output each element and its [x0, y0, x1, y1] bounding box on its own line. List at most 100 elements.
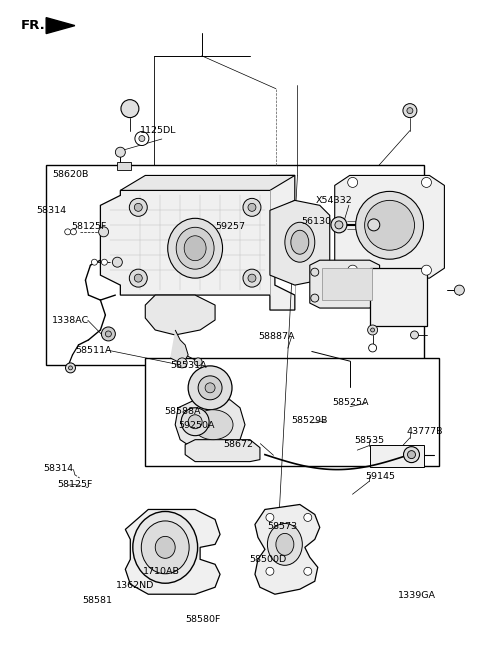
Circle shape — [403, 104, 417, 118]
Circle shape — [198, 376, 222, 400]
Ellipse shape — [141, 521, 189, 574]
Ellipse shape — [291, 230, 309, 254]
Circle shape — [368, 219, 380, 231]
Text: 56130: 56130 — [301, 217, 331, 226]
Polygon shape — [175, 400, 245, 450]
Text: 58511A: 58511A — [75, 346, 111, 355]
Text: 58620B: 58620B — [52, 170, 89, 179]
Circle shape — [115, 147, 125, 157]
Circle shape — [243, 269, 261, 287]
Text: 58525A: 58525A — [332, 398, 369, 407]
Circle shape — [404, 447, 420, 463]
Circle shape — [348, 178, 358, 187]
Bar — [145, 358, 439, 465]
Circle shape — [101, 327, 115, 341]
Polygon shape — [185, 439, 260, 462]
Polygon shape — [255, 505, 320, 594]
Circle shape — [304, 514, 312, 521]
Text: 1339GA: 1339GA — [398, 591, 436, 600]
Circle shape — [205, 383, 215, 393]
Text: 59145: 59145 — [365, 471, 396, 480]
Circle shape — [106, 331, 111, 337]
Text: 1362ND: 1362ND — [116, 581, 154, 590]
Text: 58535: 58535 — [354, 436, 384, 445]
Text: 58125F: 58125F — [57, 480, 93, 489]
Text: 58588A: 58588A — [164, 407, 201, 416]
Circle shape — [311, 294, 319, 302]
Ellipse shape — [168, 218, 223, 278]
Circle shape — [421, 265, 432, 275]
Circle shape — [65, 363, 75, 373]
Text: 58314: 58314 — [36, 206, 67, 215]
Text: 59250A: 59250A — [179, 421, 215, 430]
Circle shape — [304, 567, 312, 575]
Text: 43777B: 43777B — [407, 427, 443, 436]
Circle shape — [101, 259, 108, 265]
Circle shape — [129, 269, 147, 287]
Circle shape — [188, 366, 232, 409]
Circle shape — [371, 328, 374, 332]
Text: 1338AC: 1338AC — [52, 316, 90, 325]
Bar — [370, 268, 428, 326]
Polygon shape — [170, 330, 188, 362]
Text: 59257: 59257 — [215, 223, 245, 231]
Ellipse shape — [176, 227, 214, 269]
Circle shape — [421, 178, 432, 187]
Polygon shape — [120, 175, 295, 190]
Circle shape — [331, 217, 347, 233]
Ellipse shape — [276, 533, 294, 555]
Circle shape — [69, 366, 72, 370]
Bar — [370, 445, 424, 467]
Circle shape — [248, 203, 256, 212]
Ellipse shape — [184, 236, 206, 260]
Text: FR.: FR. — [21, 19, 46, 32]
Circle shape — [65, 229, 71, 235]
Circle shape — [121, 100, 139, 118]
Circle shape — [335, 221, 343, 229]
Ellipse shape — [365, 201, 415, 250]
Bar — [46, 165, 424, 365]
Text: 58887A: 58887A — [258, 332, 295, 341]
Circle shape — [408, 450, 416, 458]
Text: 1710AB: 1710AB — [144, 567, 180, 576]
Ellipse shape — [133, 512, 198, 583]
Circle shape — [266, 567, 274, 575]
Polygon shape — [100, 175, 295, 310]
Circle shape — [181, 408, 209, 436]
Text: 58125F: 58125F — [72, 223, 107, 231]
Circle shape — [135, 132, 149, 146]
Text: 58529B: 58529B — [292, 417, 328, 425]
Bar — [322, 268, 372, 300]
Text: 58314: 58314 — [43, 464, 73, 473]
Circle shape — [348, 265, 358, 275]
Ellipse shape — [356, 191, 423, 259]
Bar — [117, 162, 131, 170]
Text: 58580F: 58580F — [185, 615, 220, 624]
Circle shape — [248, 274, 256, 282]
Ellipse shape — [193, 409, 233, 439]
Circle shape — [243, 199, 261, 216]
Polygon shape — [125, 510, 220, 594]
Circle shape — [98, 227, 108, 237]
Circle shape — [177, 358, 187, 368]
Ellipse shape — [267, 523, 302, 565]
Text: 58531A: 58531A — [170, 361, 207, 370]
Text: 1125DL: 1125DL — [140, 126, 176, 135]
Circle shape — [369, 344, 377, 352]
Circle shape — [134, 203, 142, 212]
Circle shape — [407, 107, 413, 114]
Circle shape — [71, 229, 76, 235]
Text: 58573: 58573 — [268, 522, 298, 531]
Circle shape — [368, 325, 378, 335]
Polygon shape — [145, 295, 215, 335]
Circle shape — [91, 259, 97, 265]
Ellipse shape — [285, 222, 315, 262]
Circle shape — [139, 135, 145, 141]
Circle shape — [134, 274, 142, 282]
Circle shape — [112, 257, 122, 267]
Polygon shape — [335, 175, 444, 278]
Circle shape — [188, 415, 202, 429]
Circle shape — [266, 514, 274, 521]
Text: 58581: 58581 — [82, 596, 112, 605]
Circle shape — [311, 268, 319, 276]
